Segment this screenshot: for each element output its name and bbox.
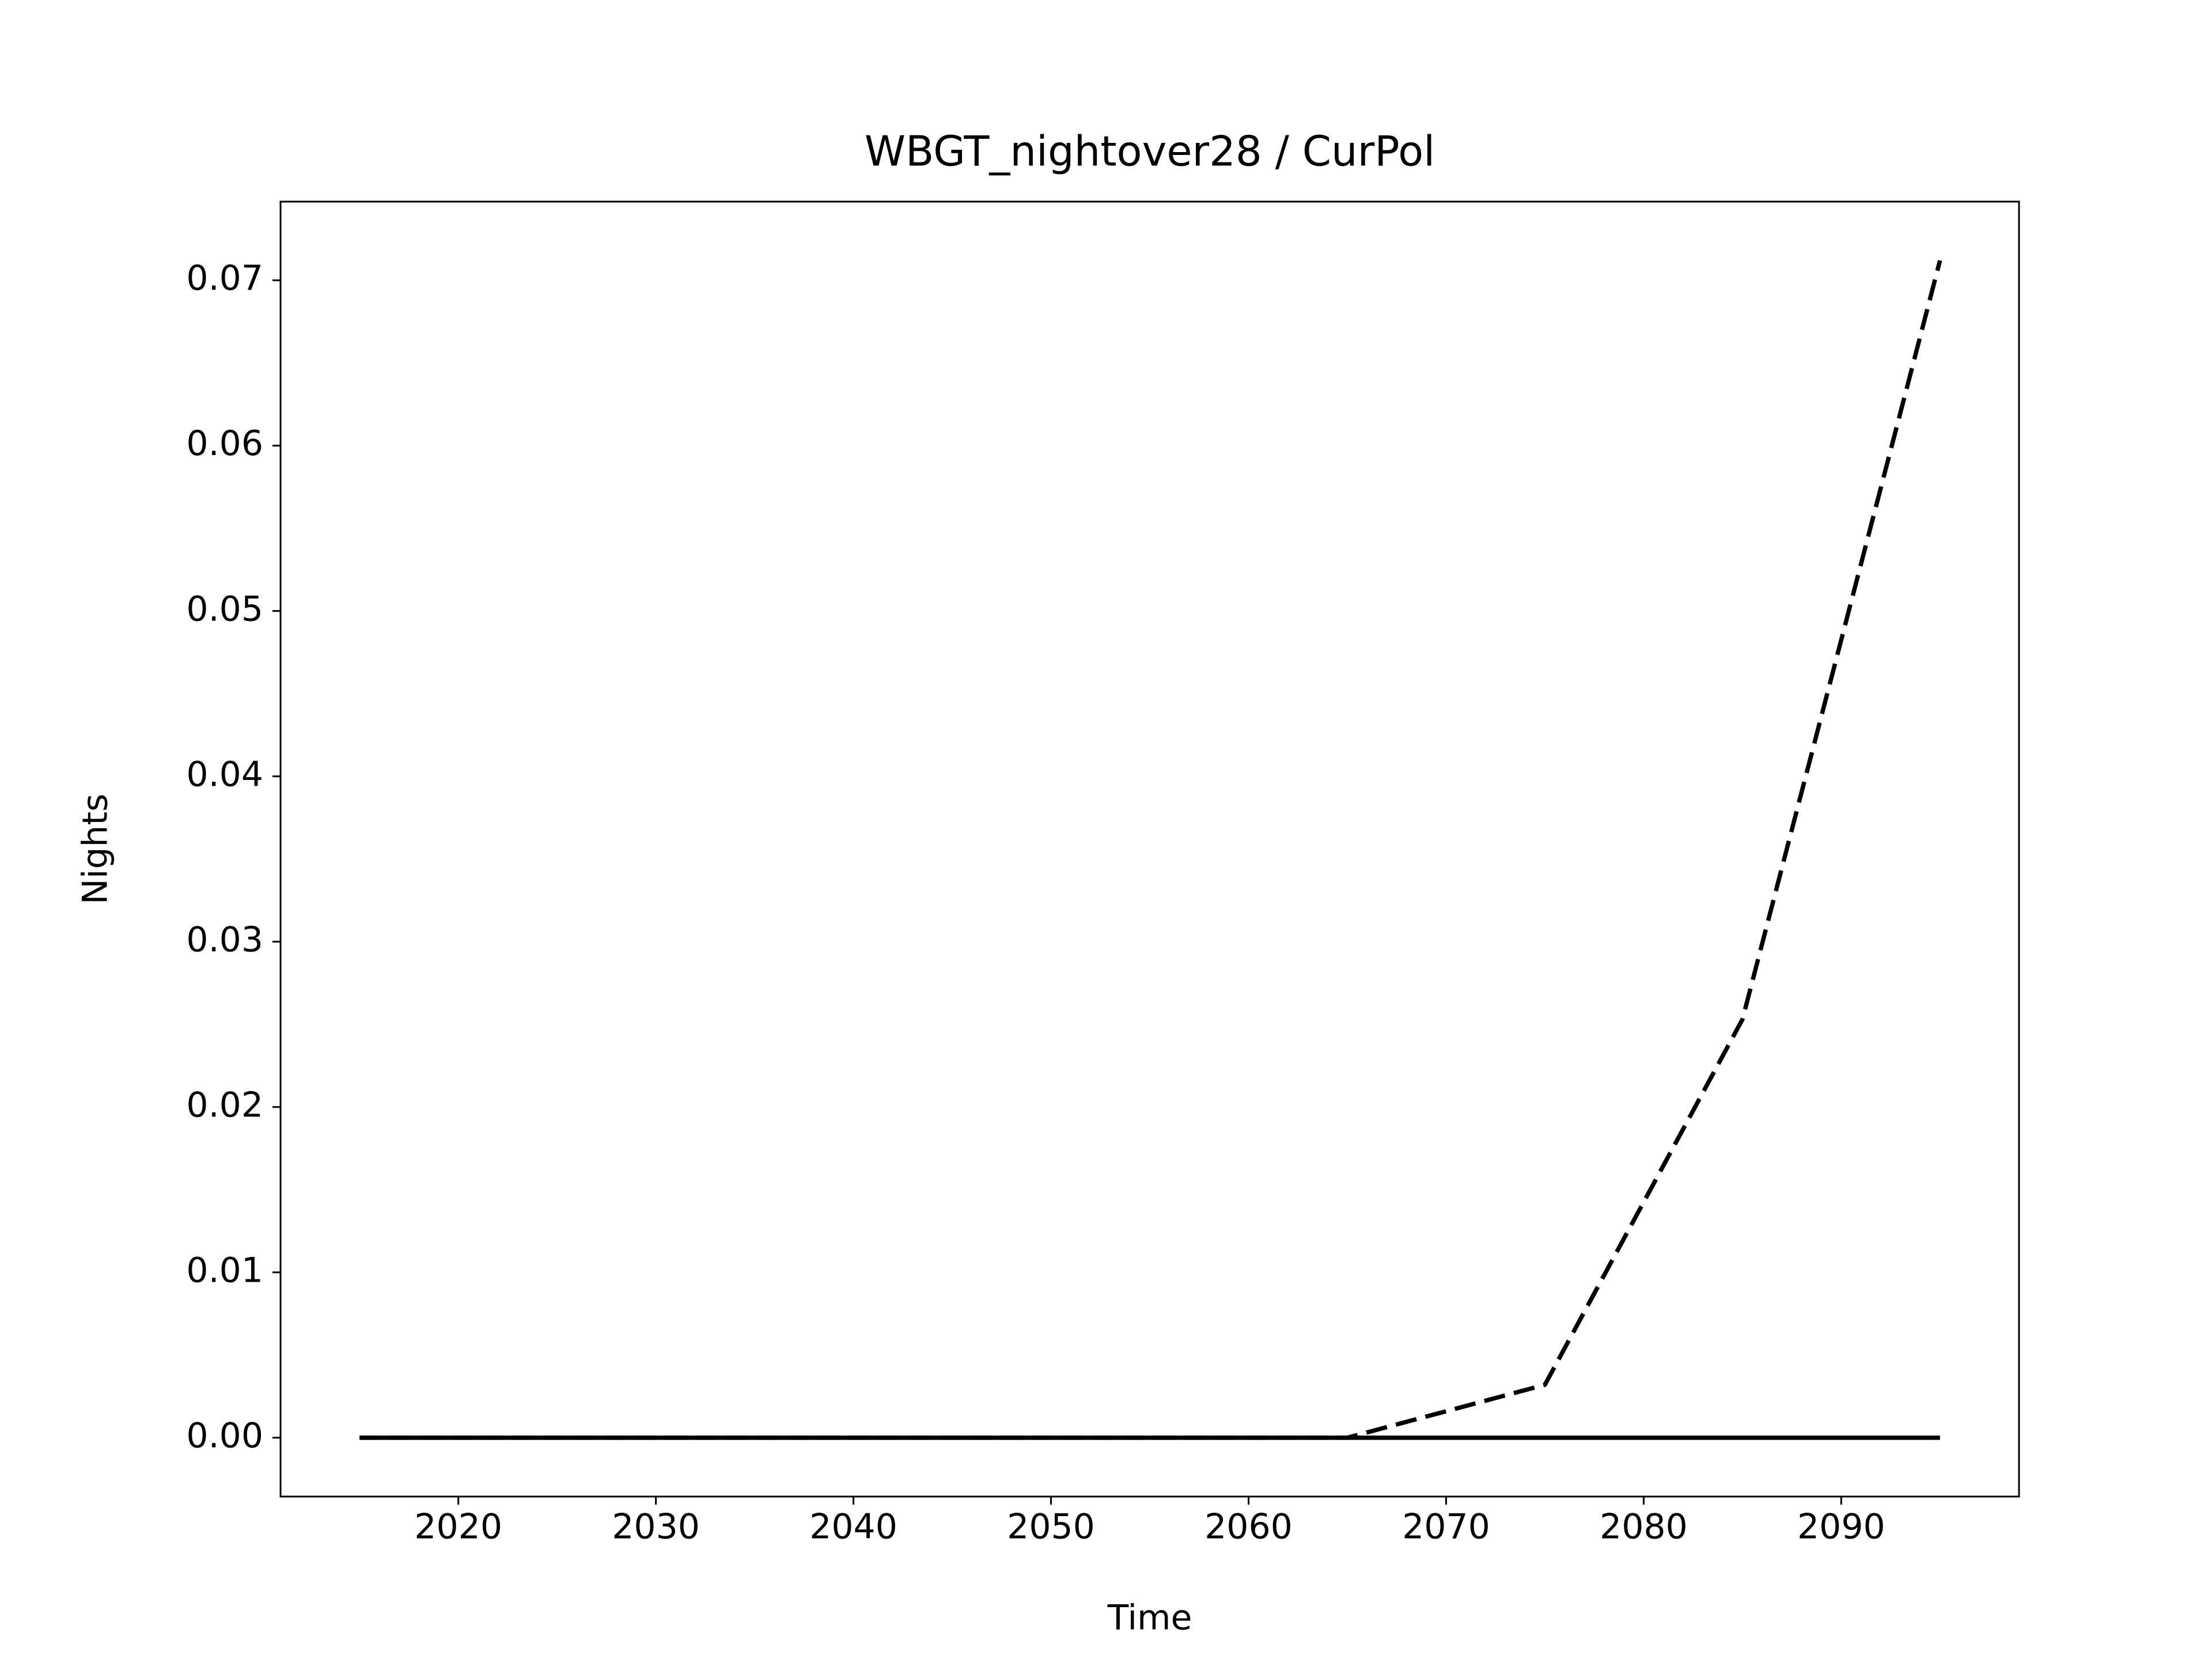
x-tick-label: 2080 — [1600, 1507, 1688, 1547]
x-tick-label: 2060 — [1205, 1507, 1293, 1547]
y-tick-label: 0.00 — [186, 1415, 263, 1456]
y-tick-label: 0.03 — [186, 919, 263, 960]
x-tick-label: 2020 — [414, 1507, 502, 1547]
x-axis-label: Time — [1107, 1598, 1192, 1638]
line-series — [359, 260, 1942, 1440]
chart-title: WBGT_nightover28 / CurPol — [865, 127, 1435, 176]
y-tick-label: 0.04 — [186, 754, 263, 794]
y-tick-label: 0.05 — [186, 589, 263, 629]
y-tick-label: 0.07 — [186, 258, 263, 298]
x-tick-label: 2050 — [1007, 1507, 1095, 1547]
x-tick-label: 2070 — [1402, 1507, 1490, 1547]
y-tick-label: 0.02 — [186, 1085, 263, 1125]
x-tick-label: 2090 — [1797, 1507, 1885, 1547]
plot-frame — [279, 200, 2020, 1498]
y-axis-label: Nights — [75, 794, 116, 904]
x-tick-label: 2040 — [809, 1507, 897, 1547]
y-tick-label: 0.01 — [186, 1250, 263, 1290]
y-tick-label: 0.06 — [186, 423, 263, 464]
x-tick-label: 2030 — [612, 1507, 700, 1547]
